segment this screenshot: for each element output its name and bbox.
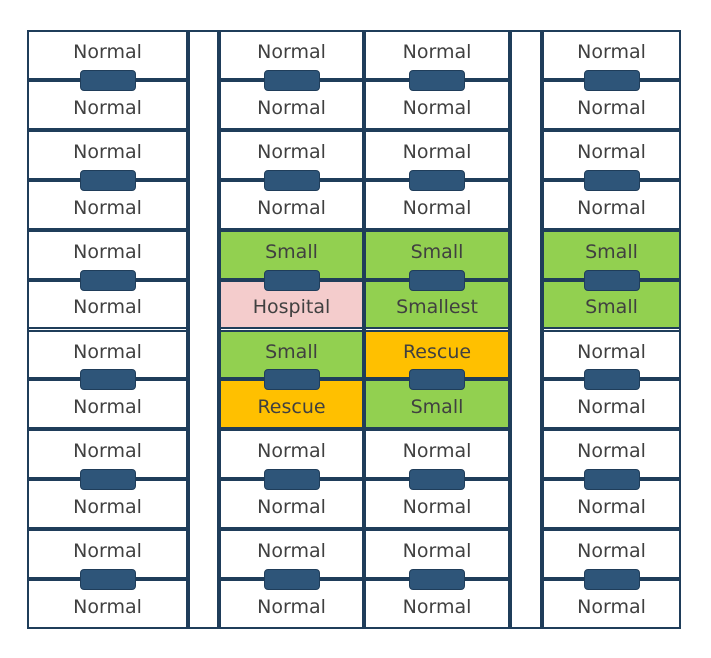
- rack-label: Small: [585, 240, 638, 263]
- connector-block: [79, 469, 136, 491]
- rack-label: Normal: [73, 595, 142, 618]
- rack-label: Normal: [73, 41, 142, 63]
- rack-label: Small: [265, 340, 318, 363]
- connector-block: [263, 269, 320, 291]
- connector-block: [583, 369, 640, 391]
- rack-cell: Normal: [27, 279, 188, 330]
- connector-block: [583, 469, 640, 491]
- rack-label: Normal: [257, 140, 326, 163]
- rack-cell: Small: [219, 229, 364, 280]
- connector-block: [583, 169, 640, 191]
- rack-label: Normal: [577, 496, 646, 519]
- rack-label: Normal: [257, 540, 326, 563]
- connector-block: [583, 69, 640, 91]
- rack-label: Normal: [577, 41, 646, 63]
- connector-block: [263, 69, 320, 91]
- rack-label: Normal: [257, 595, 326, 618]
- rack-label: Normal: [402, 196, 472, 219]
- rack-label: Normal: [402, 540, 472, 563]
- rack-cell: Normal: [27, 379, 188, 430]
- rack-label: Normal: [257, 440, 326, 463]
- connector-block: [409, 469, 465, 491]
- rack-label: Normal: [257, 496, 326, 519]
- rack-label: Normal: [402, 595, 472, 618]
- connector-block: [263, 169, 320, 191]
- rack-label: Normal: [73, 240, 142, 263]
- connector-block: [583, 569, 640, 591]
- connector-block: [79, 169, 136, 191]
- rack-label: Normal: [73, 340, 142, 363]
- rack-label: Normal: [577, 540, 646, 563]
- rack-cell: Normal: [27, 529, 188, 580]
- rack-label: Small: [410, 396, 464, 419]
- connector-block: [263, 469, 320, 491]
- connector-block: [79, 569, 136, 591]
- rack-label: Small: [265, 240, 318, 263]
- connector-block: [79, 269, 136, 291]
- connector-block: [409, 169, 465, 191]
- rack-label: Normal: [73, 296, 142, 319]
- rack-label: Normal: [402, 140, 472, 163]
- connector-block: [79, 369, 136, 391]
- rack-label: Rescue: [402, 340, 472, 363]
- rack-cell: Normal: [27, 179, 188, 230]
- connector-block: [263, 569, 320, 591]
- rack-label: Normal: [577, 396, 646, 419]
- connector-block: [583, 269, 640, 291]
- aisle-2: [510, 30, 542, 629]
- rack-label: Normal: [577, 440, 646, 463]
- rack-label: Normal: [402, 440, 472, 463]
- rack-label: Normal: [402, 496, 472, 519]
- rack-label: Normal: [257, 41, 326, 63]
- rack-label: Normal: [257, 196, 326, 219]
- rack-label: Small: [410, 240, 464, 263]
- rack-label: Normal: [73, 540, 142, 563]
- rack-label: Normal: [577, 96, 646, 119]
- rack-cell: Normal: [219, 579, 364, 629]
- connector-block: [263, 369, 320, 391]
- rack-label: Hospital: [252, 296, 331, 319]
- connector-block: [409, 369, 465, 391]
- rack-label: Normal: [73, 140, 142, 163]
- rack-label: Normal: [577, 340, 646, 363]
- rack-label: Normal: [257, 96, 326, 119]
- rack-label: Smallest: [396, 296, 478, 319]
- rack-label: Normal: [577, 140, 646, 163]
- rack-cell: Normal: [219, 529, 364, 580]
- aisle-1: [188, 30, 219, 629]
- rack-label: Rescue: [257, 396, 326, 419]
- rack-label: Normal: [402, 41, 472, 63]
- column-divider: [363, 30, 365, 629]
- rack-label: Normal: [73, 496, 142, 519]
- rack-label: Normal: [577, 196, 646, 219]
- rack-label: Normal: [73, 440, 142, 463]
- rack-label: Small: [585, 296, 638, 319]
- connector-block: [409, 69, 465, 91]
- rack-label: Normal: [577, 595, 646, 618]
- rack-label: Normal: [402, 96, 472, 119]
- rack-label: Normal: [73, 96, 142, 119]
- rack-label: Normal: [73, 196, 142, 219]
- rack-cell: Normal: [219, 429, 364, 480]
- connector-block: [79, 69, 136, 91]
- connector-block: [409, 569, 465, 591]
- rack-label: Normal: [73, 396, 142, 419]
- connector-block: [409, 269, 465, 291]
